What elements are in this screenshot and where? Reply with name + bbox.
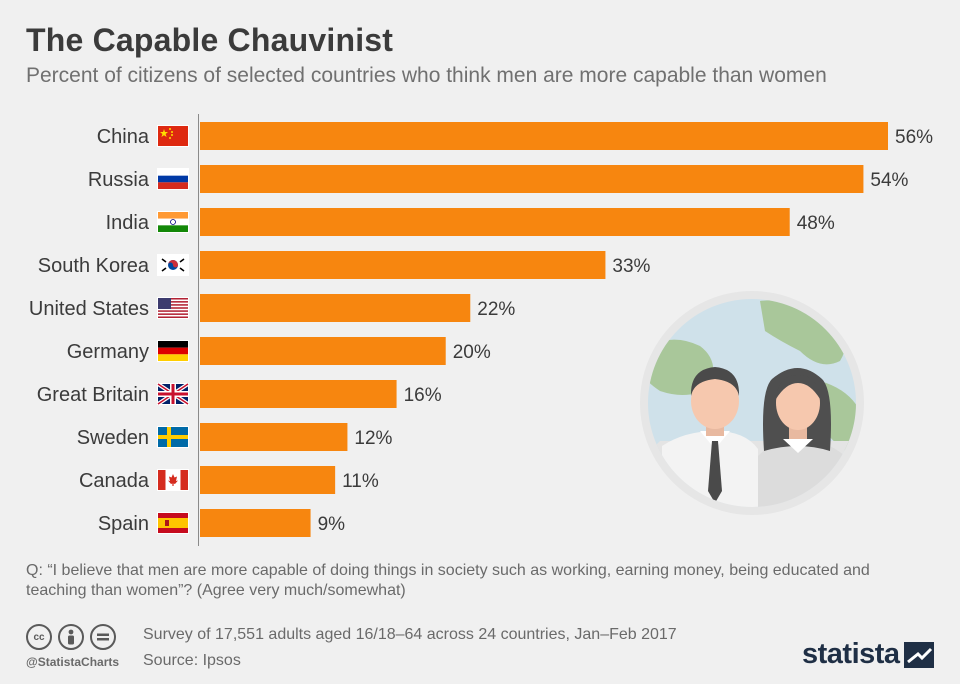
value-label: 12% [354,428,392,449]
survey-question: Q: “I believe that men are more capable … [26,562,870,599]
flag-china-icon [157,125,189,147]
chart-subtitle: Percent of citizens of selected countrie… [26,64,827,87]
value-label: 56% [895,127,933,148]
statista-logo[interactable]: statista [802,638,934,671]
bar-great-britain [200,380,397,408]
value-label: 48% [797,213,835,234]
bar-germany [200,337,446,365]
flag-germany-icon [157,340,189,362]
value-label: 11% [342,471,379,492]
flag-russia-icon [157,168,189,190]
bar-chart: China 56% Russia 54% India 48% South Korea 33% U… [29,114,933,546]
bar-spain [200,509,311,537]
statista-mark-icon [903,641,934,668]
value-label: 33% [612,256,650,277]
bar-canada [200,466,336,494]
people-globe-illustration [640,291,864,515]
bar-united-states [200,294,471,322]
value-label: 22% [477,299,515,320]
nd-icon[interactable] [90,624,116,650]
bar-russia [200,165,864,193]
category-label: United States [29,298,149,320]
flag-great-britain-icon [156,382,190,406]
chart-title: The Capable Chauvinist [26,22,394,58]
category-label: Germany [67,341,149,363]
category-label: India [106,212,150,234]
by-icon[interactable] [58,624,84,650]
category-label: Great Britain [37,384,149,406]
brand-text: statista [802,638,900,670]
flag-canada-icon [157,469,189,491]
flag-south-korea-icon [157,254,189,276]
flag-united-states-icon [157,297,189,319]
bar-sweden [200,423,348,451]
bar-south-korea [200,251,606,279]
value-label: 54% [870,170,908,191]
value-label: 9% [318,514,346,535]
bar-india [200,208,790,236]
category-label: Canada [79,470,150,492]
category-label: Russia [88,169,150,191]
flag-spain-icon [157,512,189,534]
category-label: South Korea [38,255,150,277]
twitter-handle[interactable]: @StatistaCharts [26,655,120,669]
flag-india-icon [157,211,189,233]
category-label: Spain [98,513,149,535]
cc-icon[interactable]: cc [26,624,52,650]
bar-china [200,122,888,150]
category-label: Sweden [77,427,149,449]
value-label: 20% [453,342,491,363]
source-text: Source: Ipsos [143,652,241,669]
survey-info: Survey of 17,551 adults aged 16/18–64 ac… [143,626,677,643]
value-label: 16% [404,385,442,406]
category-label: China [97,126,150,148]
license-icons: cc [26,624,116,650]
flag-sweden-icon [157,426,189,448]
